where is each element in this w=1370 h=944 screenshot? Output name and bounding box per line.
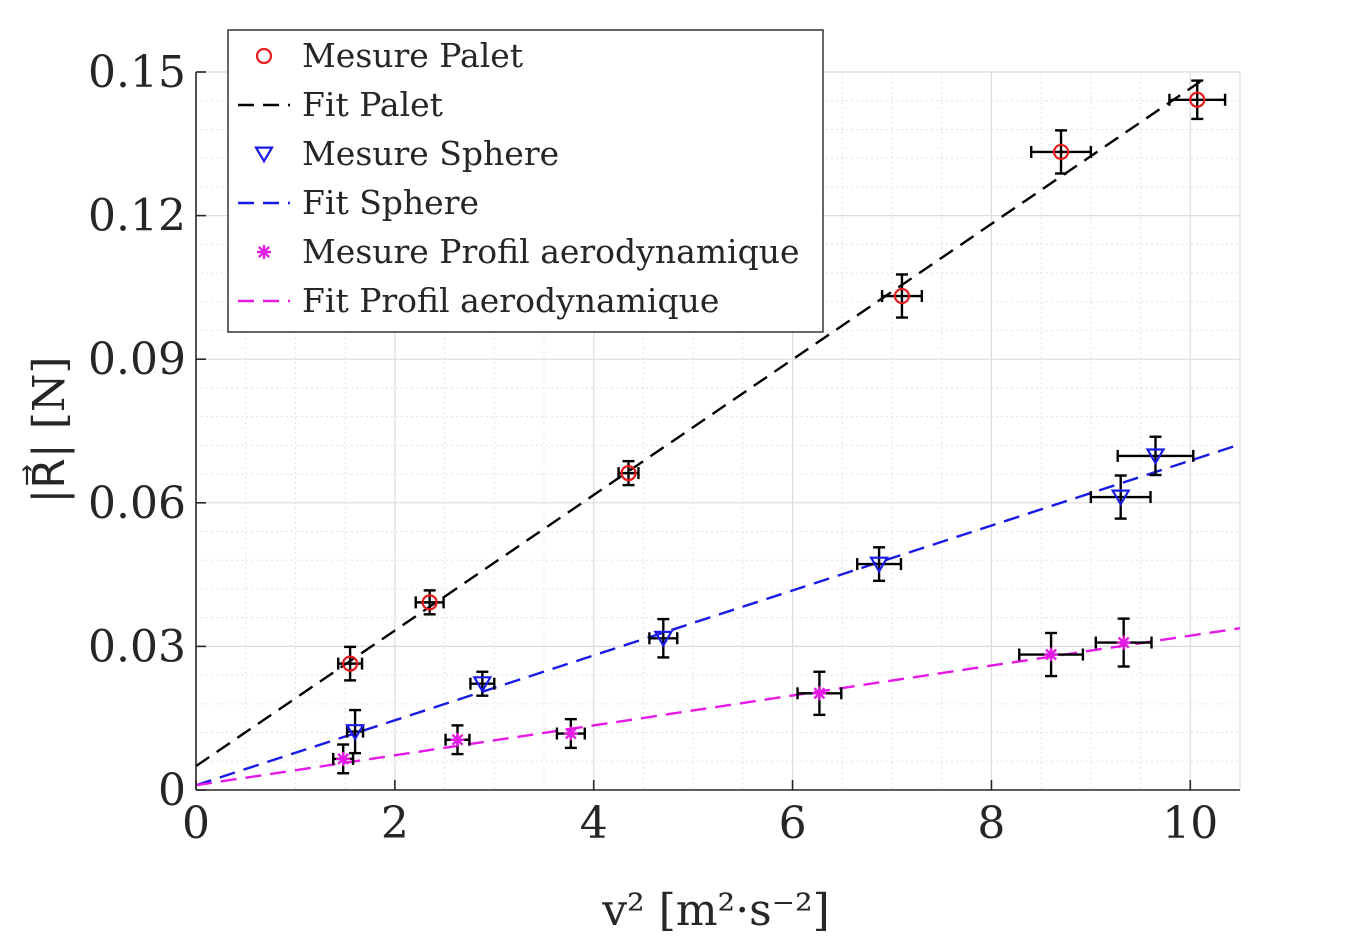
y-tick-label: 0.09 <box>88 334 186 385</box>
x-tick-label: 0 <box>182 798 210 849</box>
mesure-palet-point <box>893 287 911 305</box>
mesure-palet-point <box>1189 91 1206 108</box>
asterisk-stroke <box>1117 636 1130 649</box>
mesure-profil-aerodynamique-point <box>1116 635 1131 650</box>
y-tick-label: 0.12 <box>88 191 186 242</box>
legend: Mesure Palet Fit Palet Mesure Sphere Fit Sp… <box>227 29 824 333</box>
legend-label: Mesure Profil aerodynamique <box>302 232 800 271</box>
x-tick-label: 6 <box>779 798 807 849</box>
asterisk-stroke <box>813 687 826 700</box>
mesure-sphere-error-bar <box>345 708 365 755</box>
mesure-sphere-point <box>345 724 366 741</box>
x-axis-label: v² [m²·s⁻²] <box>601 885 830 936</box>
y-tick-label: 0.15 <box>88 47 186 98</box>
legend-label: Fit Palet <box>302 85 443 124</box>
mesure-sphere-point <box>1110 489 1131 507</box>
legend-label: Fit Sphere <box>302 183 479 222</box>
y-tick-label: 0 <box>158 765 186 816</box>
mesure-profil-aerodynamique-point <box>1044 647 1059 662</box>
mesure-palet-error-bar <box>1168 79 1227 121</box>
asterisk-stroke <box>451 733 464 746</box>
mesure-sphere-error-bar <box>1089 474 1152 520</box>
legend-item: Mesure Profil aerodynamique <box>257 232 800 271</box>
legend-marker-swatch <box>255 47 273 65</box>
mesure-sphere-point <box>472 676 493 694</box>
mesure-sphere-point <box>869 556 889 574</box>
mesure-profil-aerodynamique-point <box>812 686 827 701</box>
legend-box <box>227 29 824 333</box>
mesure-palet-point <box>620 465 637 482</box>
mesure-palet-point <box>342 655 359 672</box>
legend-item: Mesure Sphere <box>254 134 559 173</box>
axes <box>195 71 1240 791</box>
mesure-sphere-error-bar <box>648 617 679 659</box>
x-tick-label: 4 <box>580 798 608 849</box>
asterisk-stroke <box>258 246 270 258</box>
mesure-profil-aerodynamique-point <box>563 726 578 741</box>
y-tick-label: 0.03 <box>88 621 186 672</box>
asterisk-stroke <box>337 752 350 765</box>
mesure-sphere-point <box>1145 448 1166 466</box>
fit-sphere-line <box>195 443 1241 787</box>
mesure-profil-aerodynamique-point <box>336 751 351 766</box>
data-markers <box>336 91 1206 766</box>
legend-item: Mesure Palet <box>255 36 523 75</box>
mesure-palet-error-bar <box>1029 129 1093 175</box>
legend-marker-swatch <box>254 146 274 164</box>
y-axis-label: |R⃗| [N] <box>22 356 75 503</box>
asterisk-stroke <box>564 727 577 740</box>
y-tick-label: 0.06 <box>88 478 186 529</box>
x-tick-labels: 0 2 4 6 8 10 <box>182 798 1218 849</box>
mesure-sphere-error-bar <box>856 546 903 583</box>
legend-marker-swatch <box>257 245 271 259</box>
mesure-sphere-point <box>653 630 674 648</box>
legend-item: Fit Profil aerodynamique <box>238 281 719 320</box>
x-tick-label: 2 <box>381 798 409 849</box>
mesure-palet-error-bar <box>880 273 924 319</box>
mesure-sphere-error-bar <box>1116 435 1195 477</box>
legend-label: Fit Profil aerodynamique <box>302 281 719 320</box>
mesure-profil-aerodynamique-point <box>450 732 465 747</box>
legend-label: Mesure Sphere <box>302 134 559 173</box>
mesure-palet-point <box>421 594 438 611</box>
legend-label: Mesure Palet <box>302 36 523 75</box>
x-tick-label: 10 <box>1162 798 1218 849</box>
legend-item: Fit Palet <box>238 85 443 124</box>
asterisk-stroke <box>1045 648 1057 661</box>
mesure-palet-error-bar <box>414 589 445 616</box>
fit-palet-line <box>195 80 1201 768</box>
legend-item: Fit Sphere <box>238 183 479 222</box>
y-tick-labels: 0 0.03 0.06 0.09 0.12 0.15 <box>88 47 186 816</box>
x-tick-label: 8 <box>977 798 1005 849</box>
mesure-palet-point <box>1052 143 1070 161</box>
